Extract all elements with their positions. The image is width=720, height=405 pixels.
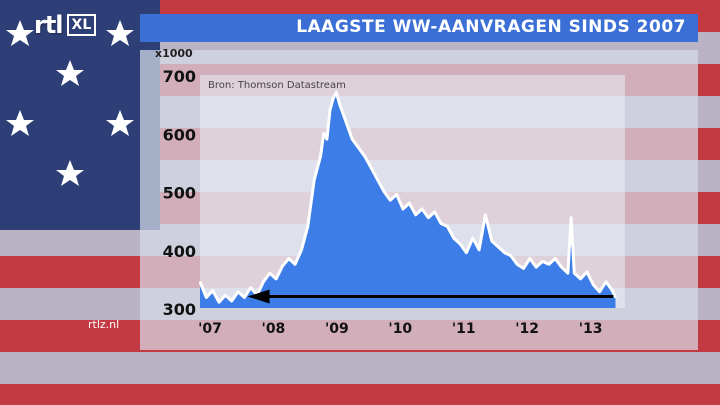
data-point xyxy=(211,289,214,292)
data-point xyxy=(605,281,607,283)
data-point xyxy=(440,222,442,225)
data-point xyxy=(395,193,398,196)
data-point xyxy=(579,278,582,280)
data-point xyxy=(275,278,277,280)
data-point xyxy=(478,249,480,251)
data-point xyxy=(199,281,201,283)
data-point xyxy=(243,296,246,299)
data-point xyxy=(598,290,601,293)
channel-logo-text: rtl xyxy=(34,11,64,39)
data-point xyxy=(357,147,360,149)
data-point xyxy=(281,265,284,267)
data-point xyxy=(484,214,487,216)
data-point xyxy=(567,272,569,274)
data-point xyxy=(529,257,531,260)
data-point xyxy=(269,272,271,274)
data-point xyxy=(249,286,252,289)
data-point xyxy=(573,272,576,274)
data-point xyxy=(329,109,331,111)
data-point xyxy=(307,225,309,228)
data-point xyxy=(427,216,430,219)
data-point xyxy=(370,167,373,169)
data-point xyxy=(497,246,499,248)
y-tick-label: 600 xyxy=(163,125,196,144)
data-point xyxy=(262,281,265,283)
data-point xyxy=(351,138,354,140)
data-point xyxy=(326,138,328,140)
channel-logo: rtl XL xyxy=(34,10,97,40)
y-tick-label: 400 xyxy=(163,242,196,261)
data-point xyxy=(364,155,366,158)
data-point xyxy=(548,263,550,266)
data-point xyxy=(332,97,335,100)
data-point xyxy=(433,211,436,213)
footer-url: rtlz.nl xyxy=(88,318,120,331)
x-tick-label: '07 xyxy=(198,321,222,337)
title-bar: LAAGSTE WW-AANVRAGEN SINDS 2007 xyxy=(140,14,698,42)
data-point xyxy=(335,91,338,94)
data-point xyxy=(294,263,296,266)
data-point xyxy=(230,300,233,302)
x-tick-label: '10 xyxy=(388,321,412,337)
data-point xyxy=(491,240,493,242)
data-point xyxy=(541,260,544,263)
data-point xyxy=(402,208,404,210)
data-point xyxy=(560,266,563,269)
data-point xyxy=(313,179,316,181)
data-point xyxy=(389,199,392,201)
data-point xyxy=(376,179,379,181)
arrow-head xyxy=(247,289,270,304)
y-tick-label: 700 xyxy=(163,67,196,86)
data-point xyxy=(237,290,239,293)
data-point xyxy=(414,214,417,216)
data-point xyxy=(522,267,525,270)
data-point xyxy=(554,257,556,260)
data-point xyxy=(570,216,572,219)
data-point xyxy=(446,225,449,228)
data-point xyxy=(408,202,411,204)
data-point xyxy=(322,132,325,135)
data-point xyxy=(592,283,595,286)
y-tick-label: 300 xyxy=(163,300,196,319)
data-point xyxy=(611,289,614,292)
data-point xyxy=(319,155,322,158)
x-tick-label: '12 xyxy=(515,321,539,337)
data-point xyxy=(224,294,227,297)
data-point xyxy=(472,237,474,239)
data-point xyxy=(383,190,385,193)
y-unit-label: x1000 xyxy=(155,47,193,60)
x-tick-label: '09 xyxy=(325,321,349,337)
x-tick-label: '08 xyxy=(262,321,286,337)
chart-title: LAAGSTE WW-AANVRAGEN SINDS 2007 xyxy=(296,17,686,37)
data-point xyxy=(345,120,347,123)
data-point xyxy=(614,296,617,299)
source-label: Bron: Thomson Datastream xyxy=(208,80,346,91)
y-tick-label: 500 xyxy=(163,184,196,203)
data-point xyxy=(338,103,341,105)
channel-logo-badge: XL xyxy=(66,14,97,36)
x-tick-label: '13 xyxy=(579,321,603,337)
data-point xyxy=(586,271,588,273)
flag-stars xyxy=(6,20,134,186)
data-point xyxy=(205,296,208,299)
series-area xyxy=(200,92,616,308)
data-point xyxy=(465,251,468,254)
data-point xyxy=(300,249,303,251)
data-point xyxy=(535,266,537,269)
data-point xyxy=(421,208,423,210)
data-point xyxy=(516,263,518,266)
data-point xyxy=(503,251,506,254)
x-tick-label: '11 xyxy=(452,321,476,337)
data-point xyxy=(510,254,512,257)
data-point xyxy=(288,257,290,260)
data-point xyxy=(218,301,220,304)
data-point xyxy=(459,243,461,245)
data-point xyxy=(452,237,455,239)
